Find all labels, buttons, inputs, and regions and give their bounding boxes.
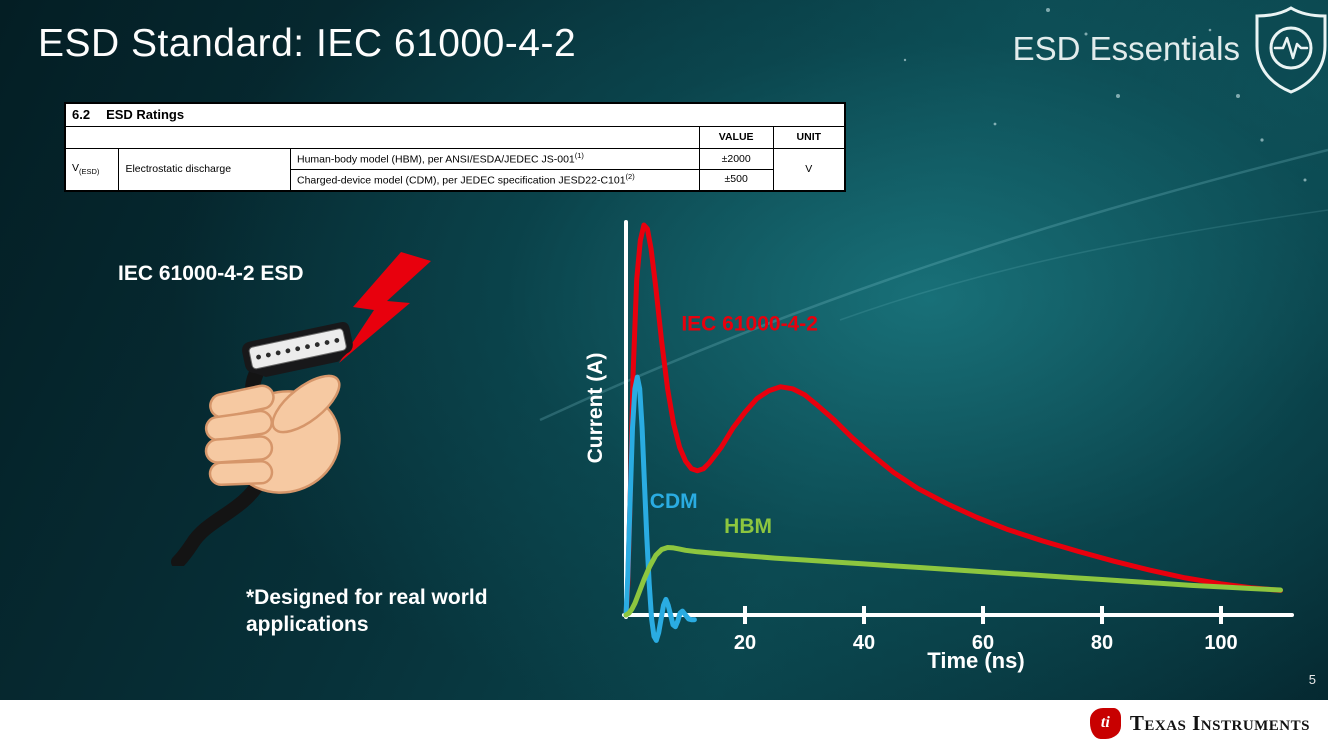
esd-shield-icon	[1255, 6, 1327, 94]
x-tick-label-40: 40	[853, 632, 875, 654]
hbm-label: HBM	[724, 515, 772, 538]
esd-ratings-table: 6.2 ESD Ratings VALUE UNIT V(ESD) Electro…	[64, 102, 846, 192]
x-tick-label-80: 80	[1091, 632, 1113, 654]
hand-connector-illustration	[171, 252, 431, 566]
cdm-label: CDM	[650, 490, 698, 513]
section-title: ESD Ratings	[106, 107, 185, 122]
hbm-curve	[623, 545, 1283, 618]
series-label: ESD Essentials	[1012, 30, 1240, 67]
header-unit: UNIT	[772, 126, 846, 150]
table-row: Charged-device model (CDM), per JEDEC sp…	[65, 168, 845, 192]
unit-cell: V	[772, 148, 846, 191]
hbm-value-cell: ±2000	[698, 148, 774, 170]
ti-bug-icon: ti	[1089, 707, 1121, 739]
table-row: V(ESD) Electrostatic discharge Human-bod…	[64, 148, 846, 191]
page-title: ESD Standard: IEC 61000-4-2	[38, 22, 577, 65]
cdm-value-cell: ±500	[698, 168, 774, 192]
param-name-cell: Electrostatic discharge	[118, 148, 291, 191]
x-tick-label-100: 100	[1204, 632, 1237, 654]
esd-waveform-chart: 20 40 60 80 100 IEC 61000-4-2 CDM HBM	[622, 220, 1294, 654]
hand	[204, 374, 341, 494]
cdm-desc-cell: Charged-device model (CDM), per JEDEC sp…	[290, 168, 700, 192]
x-axis-label: Time (ns)	[927, 648, 1025, 673]
cdm-curve	[623, 374, 697, 643]
illustration-caption: IEC 61000-4-2 ESD	[118, 262, 304, 285]
footer-bar: ti Texas Instruments	[0, 700, 1328, 746]
lightning-bolt-icon	[339, 252, 431, 363]
designed-note: *Designed for real world applications	[246, 586, 488, 637]
hdmi-connector-icon	[242, 322, 353, 377]
param-symbol-cell: V(ESD)	[64, 148, 120, 191]
section-number: 6.2	[72, 107, 91, 122]
iec-61000-4-2-curve	[623, 222, 1283, 618]
brand-name: Texas Instruments	[1129, 710, 1310, 735]
page-number: 5	[1308, 672, 1316, 687]
x-tick-label-60: 60	[972, 632, 994, 654]
iec-61000-4-2-label: IEC 61000-4-2	[681, 312, 818, 335]
x-tick-label-20: 20	[734, 632, 756, 654]
ti-logo: ti Texas Instruments	[1089, 707, 1310, 739]
header-empty-cell	[64, 126, 700, 150]
y-axis-label: Current (A)	[584, 352, 607, 464]
table-caption-row: 6.2 ESD Ratings	[64, 102, 846, 128]
cable-tail	[171, 471, 269, 566]
header-value: VALUE	[698, 126, 774, 150]
hbm-desc-cell: Human-body model (HBM), per ANSI/ESDA/JE…	[290, 148, 700, 170]
table-header-row: VALUE UNIT	[64, 126, 846, 150]
